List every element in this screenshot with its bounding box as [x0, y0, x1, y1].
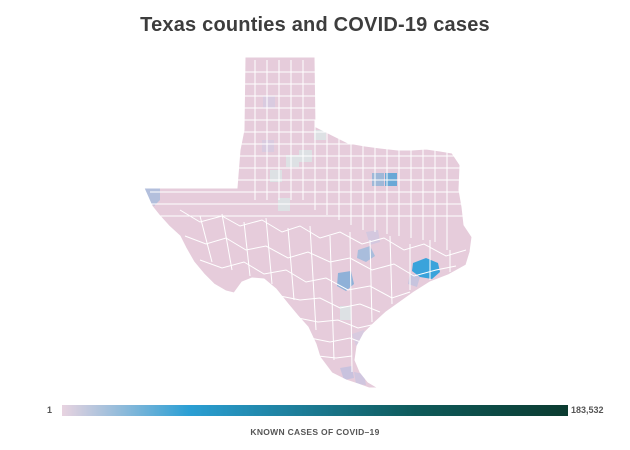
- county-borders: [150, 60, 467, 373]
- legend-min-label: 1: [47, 405, 53, 415]
- county-nodata-5[interactable]: [314, 130, 326, 140]
- legend-caption: KNOWN CASES OF COVID–19: [250, 427, 380, 437]
- county-galveston[interactable]: [434, 280, 446, 292]
- county-nodata-1[interactable]: [286, 155, 299, 167]
- county-nodata-6[interactable]: [340, 306, 351, 320]
- county-hidalgo[interactable]: [340, 366, 354, 380]
- texas-state-shape: [144, 57, 472, 388]
- county-harris[interactable]: [412, 258, 440, 279]
- county-williamson[interactable]: [366, 230, 380, 245]
- page-title: Texas counties and COVID-19 cases: [140, 14, 490, 36]
- county-lubbock[interactable]: [263, 96, 275, 108]
- county-midland[interactable]: [262, 140, 274, 152]
- county-fort-bend[interactable]: [408, 273, 420, 287]
- legend-max-label: 183,532: [571, 405, 604, 415]
- texas-state-outline: [143, 56, 473, 389]
- legend-gradient-bar: [62, 405, 568, 416]
